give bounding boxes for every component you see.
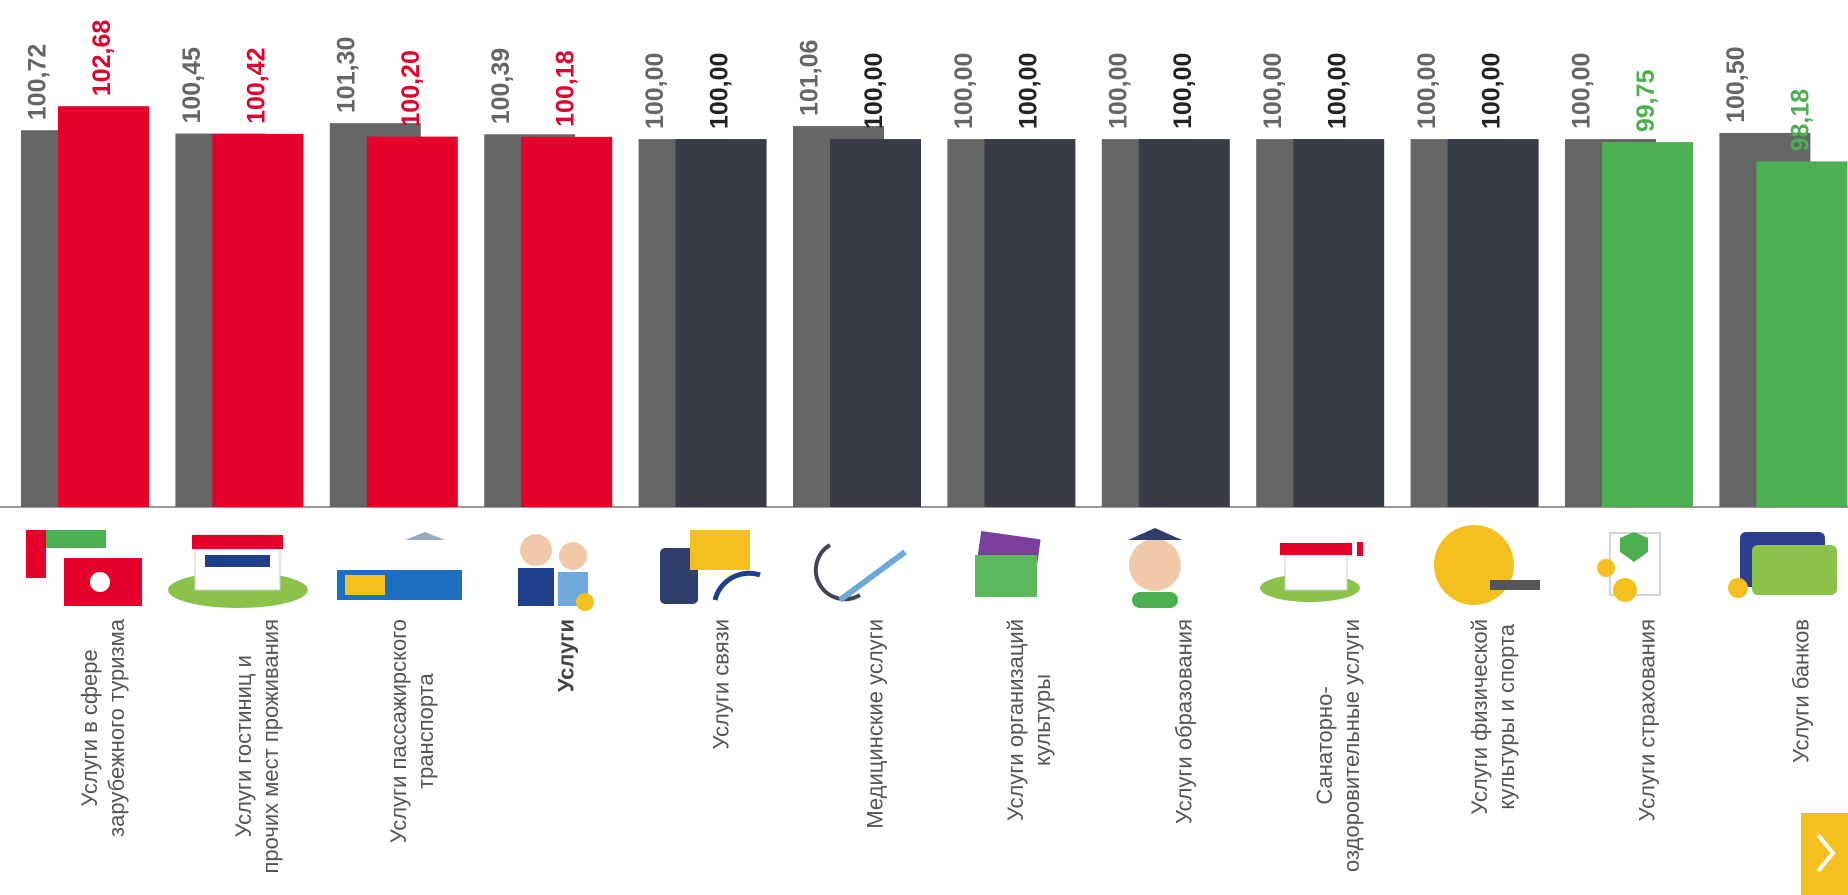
value-label: 99,75	[1632, 69, 1660, 132]
bar	[1602, 142, 1693, 507]
value-label: 100,00	[1478, 53, 1506, 129]
value-label: 100,00	[950, 53, 978, 129]
next-button[interactable]	[1801, 813, 1848, 895]
value-label: 100,00	[1259, 53, 1287, 129]
value-label: 100,18	[551, 50, 579, 127]
value-label: 100,00	[1015, 53, 1043, 129]
value-label: 98,18	[1787, 89, 1815, 152]
category-label: Услуги гостиниц и прочих мест проживания	[230, 619, 284, 895]
next-arrow	[1816, 833, 1836, 873]
bar	[212, 133, 304, 507]
category-text: Услуги организаций культуры	[1003, 619, 1056, 821]
category-text: Услуги в сфере зарубежного туризма	[77, 619, 129, 837]
category-text: Услуги гостиниц и прочих мест проживания	[231, 619, 284, 874]
bar	[984, 139, 1076, 507]
category-label: Услуги связи	[707, 619, 734, 895]
category-text: Услуги банков	[1788, 619, 1814, 764]
category-label: Услуги страхования	[1634, 619, 1661, 895]
category-label: Услуги банков	[1788, 619, 1815, 895]
category-text: Услуги образования	[1171, 619, 1197, 824]
category-text: Медицинские услуги	[862, 619, 888, 829]
category-label: Услуги пассажирского транспорта	[385, 619, 439, 895]
value-label: 100,72	[24, 44, 52, 120]
category-label: Услуги физической культуры и спорта	[1466, 619, 1520, 895]
category-text: Услуги пассажирского транспорта	[385, 619, 438, 844]
bar	[1447, 139, 1539, 507]
category-label: Услуги образования	[1170, 619, 1197, 895]
value-label: 100,42	[243, 47, 271, 123]
category-text: Санаторно- оздоровительные услуги	[1312, 619, 1365, 872]
bar	[366, 136, 458, 507]
value-label: 100,00	[1323, 53, 1351, 129]
value-label: 100,50	[1722, 46, 1750, 122]
value-label: 100,45	[178, 47, 206, 124]
bar	[58, 106, 149, 507]
bar	[1293, 139, 1385, 507]
category-label: Санаторно- оздоровительные услуги	[1311, 619, 1365, 895]
value-label: 100,00	[706, 53, 734, 129]
value-label: 100,00	[860, 53, 888, 129]
bar	[1756, 161, 1848, 507]
value-label: 101,06	[796, 40, 824, 116]
value-label: 101,30	[332, 37, 360, 113]
value-label: 100,00	[1169, 53, 1197, 129]
value-label: 100,20	[397, 50, 425, 126]
value-label: 102,68	[88, 20, 116, 97]
category-text: Услуги	[553, 619, 579, 693]
value-label: 100,00	[1568, 53, 1596, 129]
bar	[830, 139, 921, 507]
category-text: Услуги страхования	[1634, 619, 1660, 822]
value-label: 100,39	[487, 48, 515, 124]
category-text: Услуги физической культуры и спорта	[1466, 619, 1519, 815]
value-label: 100,00	[1413, 53, 1441, 129]
bar	[521, 136, 613, 507]
category-label: Услуги	[553, 619, 580, 895]
value-label: 100,00	[641, 53, 669, 129]
bar	[1138, 139, 1230, 507]
value-label: 100,00	[1104, 53, 1132, 129]
bar	[675, 139, 767, 507]
category-label: Услуги в сфере зарубежного туризма	[76, 619, 130, 895]
category-text: Услуги связи	[708, 619, 734, 750]
category-label: Услуги организаций культуры	[1002, 619, 1056, 895]
category-label: Медицинские услуги	[862, 619, 889, 895]
icons	[26, 525, 1837, 611]
